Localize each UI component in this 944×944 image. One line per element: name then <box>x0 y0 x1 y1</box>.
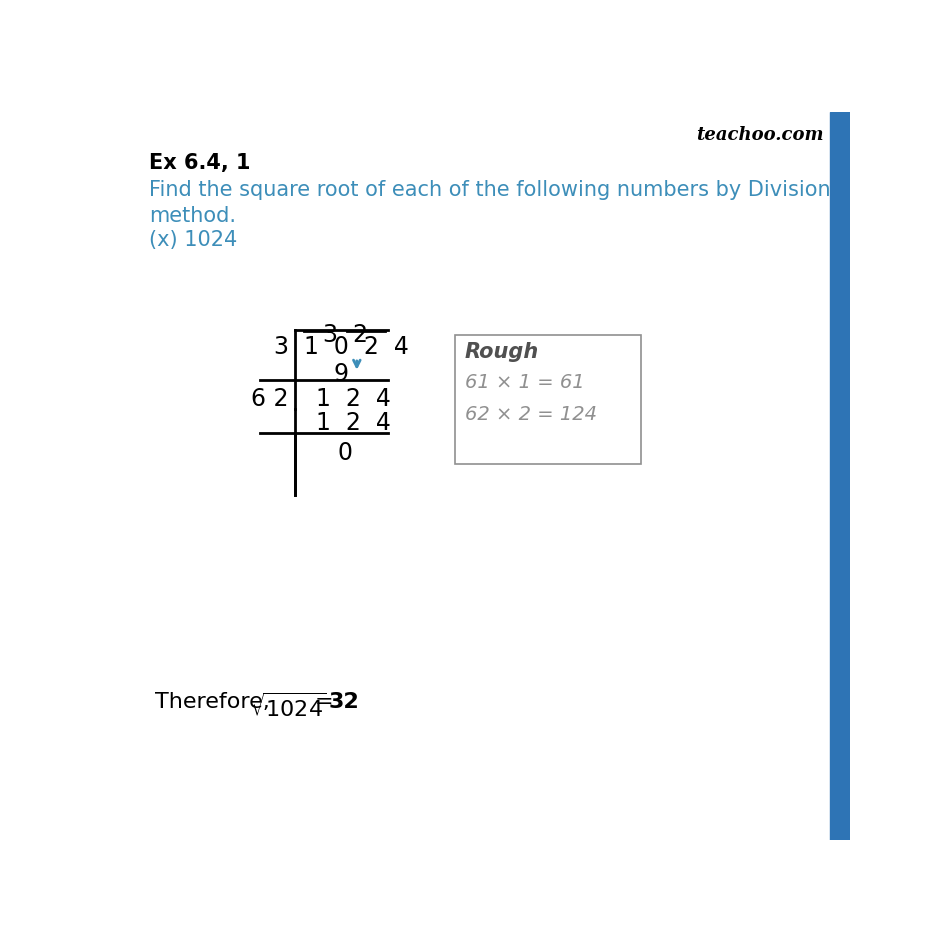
Text: 9: 9 <box>333 362 348 386</box>
Text: Rough: Rough <box>464 342 538 362</box>
Text: $\sqrt{1024}$: $\sqrt{1024}$ <box>249 692 327 720</box>
Text: 1  2  4: 1 2 4 <box>315 386 390 411</box>
Text: 6 2: 6 2 <box>251 386 288 411</box>
Text: (x) 1024: (x) 1024 <box>149 230 237 250</box>
Text: =: = <box>313 692 332 712</box>
Text: 32: 32 <box>329 692 360 712</box>
Text: Therefore,: Therefore, <box>155 692 277 712</box>
Text: 3: 3 <box>274 335 288 359</box>
Text: 1  2  4: 1 2 4 <box>315 411 390 435</box>
Text: 3  2: 3 2 <box>323 323 368 346</box>
Text: Find the square root of each of the following numbers by Division: Find the square root of each of the foll… <box>149 180 830 200</box>
Text: 1  0  2  4: 1 0 2 4 <box>304 335 409 359</box>
Text: 0: 0 <box>337 440 352 464</box>
Text: method.: method. <box>149 206 236 226</box>
Text: 62 × 2 = 124: 62 × 2 = 124 <box>464 405 596 424</box>
Text: 61 × 1 = 61: 61 × 1 = 61 <box>464 373 583 392</box>
Text: Ex 6.4, 1: Ex 6.4, 1 <box>149 153 250 174</box>
Text: teachoo.com: teachoo.com <box>695 126 822 144</box>
Bar <box>829 113 850 840</box>
Bar <box>455 335 641 464</box>
